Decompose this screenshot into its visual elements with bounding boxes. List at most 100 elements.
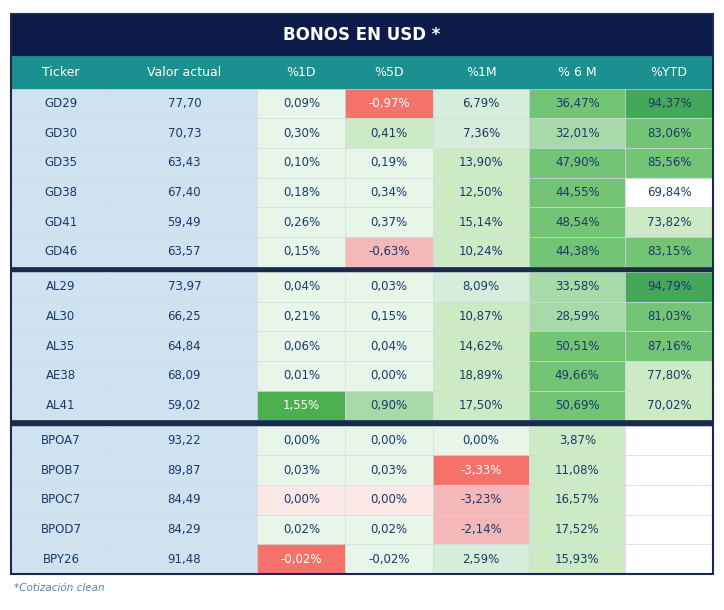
Text: 48,54%: 48,54% xyxy=(555,215,599,229)
Text: 0,00%: 0,00% xyxy=(283,493,320,506)
Bar xyxy=(11,420,713,426)
Bar xyxy=(433,544,529,574)
Bar xyxy=(626,302,713,331)
Text: 10,87%: 10,87% xyxy=(459,310,503,323)
Text: 0,03%: 0,03% xyxy=(371,281,408,293)
Text: 0,02%: 0,02% xyxy=(283,523,320,536)
Text: 33,58%: 33,58% xyxy=(555,281,599,293)
Text: 0,00%: 0,00% xyxy=(283,434,320,447)
Text: AL41: AL41 xyxy=(46,399,76,412)
Text: -0,63%: -0,63% xyxy=(369,245,410,258)
Text: BPOC7: BPOC7 xyxy=(41,493,81,506)
Text: 0,10%: 0,10% xyxy=(283,156,320,170)
Bar xyxy=(433,148,529,178)
Text: 84,29: 84,29 xyxy=(167,523,201,536)
Bar xyxy=(626,515,713,544)
Text: 0,18%: 0,18% xyxy=(283,186,320,199)
Text: 15,14%: 15,14% xyxy=(459,215,503,229)
Bar xyxy=(345,361,433,390)
Bar xyxy=(433,207,529,237)
Bar xyxy=(345,207,433,237)
Bar xyxy=(626,237,713,267)
Bar xyxy=(111,237,258,267)
Bar xyxy=(433,426,529,455)
Text: 8,09%: 8,09% xyxy=(463,281,500,293)
Text: 50,69%: 50,69% xyxy=(555,399,599,412)
Bar xyxy=(529,89,626,118)
Text: 36,47%: 36,47% xyxy=(555,97,599,110)
Bar xyxy=(529,544,626,574)
Bar xyxy=(345,148,433,178)
Text: 59,49: 59,49 xyxy=(167,215,201,229)
Text: 77,70: 77,70 xyxy=(167,97,201,110)
Bar xyxy=(529,515,626,544)
Bar xyxy=(345,302,433,331)
Bar xyxy=(11,148,111,178)
Bar xyxy=(529,390,626,420)
Bar xyxy=(258,331,345,361)
Bar xyxy=(529,272,626,302)
Bar xyxy=(433,89,529,118)
Bar xyxy=(111,515,258,544)
Bar xyxy=(11,56,713,89)
Text: -2,14%: -2,14% xyxy=(460,523,502,536)
Bar xyxy=(111,361,258,390)
Text: 14,62%: 14,62% xyxy=(459,340,504,353)
Bar xyxy=(529,331,626,361)
Bar xyxy=(345,178,433,207)
Text: BPY26: BPY26 xyxy=(43,553,80,565)
Text: 66,25: 66,25 xyxy=(167,310,201,323)
Bar xyxy=(626,390,713,420)
Bar xyxy=(111,272,258,302)
Bar xyxy=(529,178,626,207)
Bar xyxy=(258,178,345,207)
Text: 83,15%: 83,15% xyxy=(647,245,691,258)
Text: 18,89%: 18,89% xyxy=(459,369,503,382)
Text: 3,87%: 3,87% xyxy=(559,434,596,447)
Text: %YTD: %YTD xyxy=(651,66,688,79)
Text: 49,66%: 49,66% xyxy=(555,369,599,382)
Text: 0,21%: 0,21% xyxy=(283,310,320,323)
Bar xyxy=(433,237,529,267)
Text: 0,09%: 0,09% xyxy=(283,97,320,110)
Text: BPOD7: BPOD7 xyxy=(41,523,82,536)
Bar xyxy=(111,426,258,455)
Text: 0,15%: 0,15% xyxy=(283,245,320,258)
Text: 28,59%: 28,59% xyxy=(555,310,599,323)
Bar xyxy=(258,148,345,178)
Bar xyxy=(529,237,626,267)
Text: 0,04%: 0,04% xyxy=(371,340,408,353)
Bar xyxy=(111,331,258,361)
Text: -3,33%: -3,33% xyxy=(460,464,502,476)
Text: 64,84: 64,84 xyxy=(167,340,201,353)
Text: AE38: AE38 xyxy=(46,369,76,382)
Bar xyxy=(433,515,529,544)
Text: *Cotización clean: *Cotización clean xyxy=(14,583,105,593)
Bar xyxy=(626,178,713,207)
Bar xyxy=(258,390,345,420)
Bar xyxy=(626,89,713,118)
Text: 84,49: 84,49 xyxy=(167,493,201,506)
Text: GD46: GD46 xyxy=(44,245,77,258)
Bar xyxy=(11,178,111,207)
Bar xyxy=(433,118,529,148)
Text: GD29: GD29 xyxy=(44,97,77,110)
Bar xyxy=(529,148,626,178)
Bar xyxy=(433,178,529,207)
Bar xyxy=(11,455,111,485)
Bar xyxy=(433,361,529,390)
Text: 67,40: 67,40 xyxy=(167,186,201,199)
Text: GD41: GD41 xyxy=(44,215,77,229)
Bar xyxy=(433,302,529,331)
Bar xyxy=(626,426,713,455)
Text: 70,02%: 70,02% xyxy=(647,399,691,412)
Text: 0,15%: 0,15% xyxy=(371,310,408,323)
Text: 12,50%: 12,50% xyxy=(459,186,503,199)
Bar xyxy=(111,544,258,574)
Bar xyxy=(626,485,713,515)
Bar xyxy=(258,272,345,302)
Bar xyxy=(433,455,529,485)
Text: 50,51%: 50,51% xyxy=(555,340,599,353)
Bar xyxy=(529,426,626,455)
Bar xyxy=(258,207,345,237)
